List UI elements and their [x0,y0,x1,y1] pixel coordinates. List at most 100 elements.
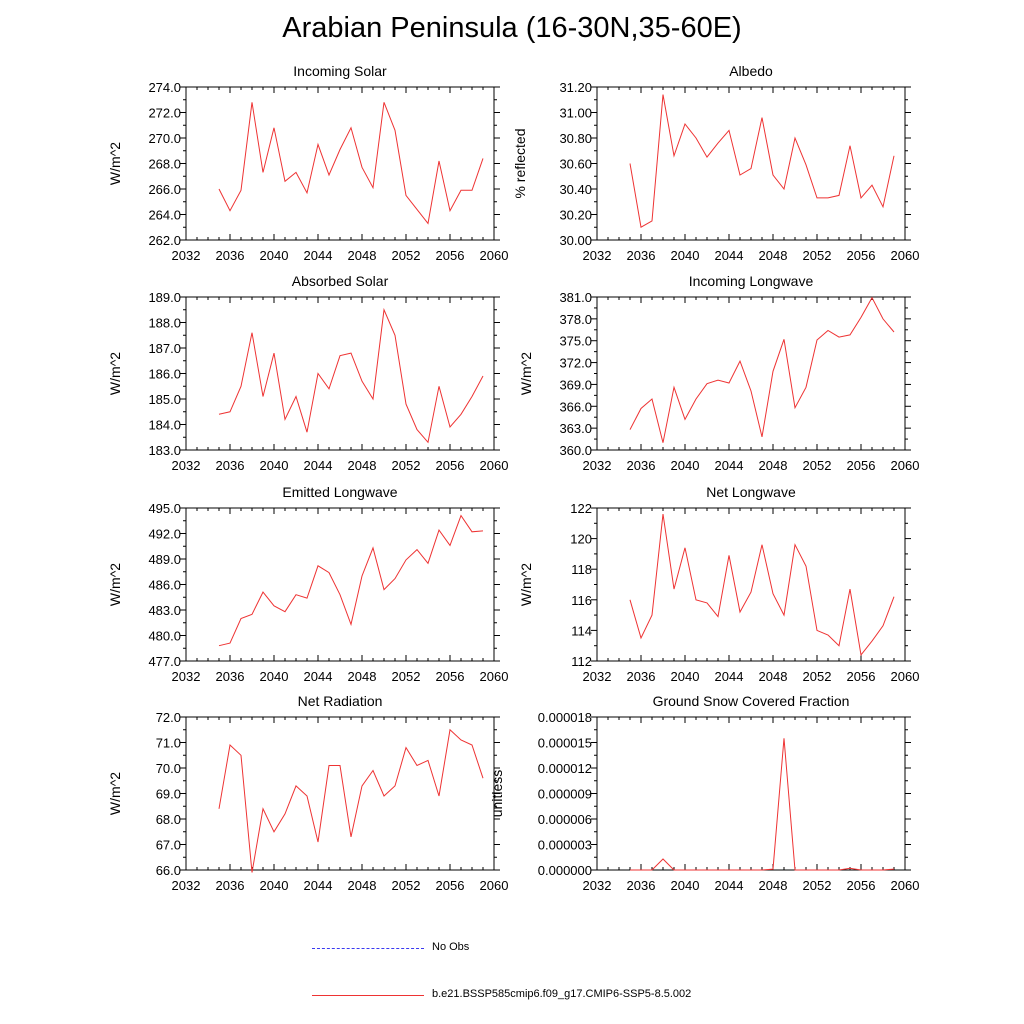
x-tick-label: 2044 [715,458,744,473]
y-tick-label: 489.0 [148,552,181,567]
chart-panel-4: 2032 2036 2040 2044 2048 2052 2056 2060 360.0 363… [518,273,919,473]
x-tick-label: 2032 [172,458,201,473]
y-tick-label: 477.0 [148,654,181,669]
x-tick-label: 2052 [803,248,832,263]
x-tick-label: 2044 [715,669,744,684]
x-tick-label: 2048 [348,669,377,684]
chart-panel-8: 2032 2036 2040 2044 2048 2052 2056 2060 0.000000… [489,693,919,893]
y-tick-label: 186.0 [148,367,181,382]
x-tick-label: 2048 [759,248,788,263]
y-axis-label: W/m^2 [107,563,123,606]
x-tick-label: 2032 [583,878,612,893]
series-line [629,94,895,228]
chart-panel-7: 2032 2036 2040 2044 2048 2052 2056 2060 66.0 67.0… [107,693,508,893]
x-tick-label: 2060 [891,248,920,263]
legend-label-model: b.e21.BSSP585cmip6.f09_g17.CMIP6-SSP5-8.… [432,988,692,1000]
x-tick-label: 2060 [480,248,509,263]
panel-title: Incoming Solar [293,63,387,79]
x-tick-label: 2040 [671,878,700,893]
y-tick-label: 67.0 [156,838,181,853]
x-tick-label: 2044 [304,458,333,473]
y-axis-label: W/m^2 [107,772,123,815]
x-tick-label: 2048 [759,458,788,473]
legend-label-obs: No Obs [432,941,470,953]
y-tick-label: 0.000018 [538,710,592,725]
y-tick-label: 189.0 [148,290,181,305]
y-tick-label: 363.0 [559,421,592,436]
y-tick-label: 0.000006 [538,812,592,827]
y-tick-label: 372.0 [559,356,592,371]
y-tick-label: 30.80 [559,131,592,146]
figure-title: Arabian Peninsula (16-30N,35-60E) [282,12,742,44]
y-tick-label: 492.0 [148,527,181,542]
x-tick-label: 2036 [216,248,245,263]
x-tick-label: 2044 [304,669,333,684]
y-tick-label: 0.000012 [538,761,592,776]
y-axis-label: % reflected [512,128,528,198]
series-line [218,514,484,647]
chart-panel-3: 2032 2036 2040 2044 2048 2052 2056 2060 183.0 184… [107,273,508,473]
y-tick-label: 268.0 [148,157,181,172]
panel-title: Albedo [729,63,773,79]
y-tick-label: 31.00 [559,106,592,121]
x-tick-label: 2036 [627,878,656,893]
x-tick-label: 2032 [172,878,201,893]
plot-frame [596,296,906,451]
series-line [630,738,895,871]
x-tick-label: 2060 [891,878,920,893]
x-tick-label: 2032 [583,458,612,473]
x-tick-label: 2048 [759,878,788,893]
x-tick-label: 2056 [847,458,876,473]
x-tick-label: 2056 [436,458,465,473]
y-tick-label: 30.40 [559,182,592,197]
series-line [218,728,484,873]
y-tick-label: 187.0 [148,341,181,356]
series-line [218,307,484,444]
y-tick-label: 30.00 [559,233,592,248]
x-tick-label: 2052 [392,458,421,473]
y-tick-label: 112 [571,654,592,669]
y-tick-label: 30.20 [559,208,592,223]
y-axis-label: W/m^2 [107,352,123,395]
y-tick-label: 0.000009 [538,787,592,802]
chart-panel-2: 2032 2036 2040 2044 2048 2052 2056 2060 30.00 30.… [512,63,919,263]
x-tick-label: 2060 [891,458,920,473]
y-tick-label: 366.0 [559,399,592,414]
y-tick-label: 71.0 [156,736,181,751]
x-tick-label: 2036 [627,458,656,473]
y-tick-label: 30.60 [559,157,592,172]
y-tick-label: 483.0 [148,603,181,618]
panel-title: Net Longwave [706,484,796,500]
chart-panel-6: 2032 2036 2040 2044 2048 2052 2056 2060 112 114 11… [518,484,919,684]
series-line [218,102,484,225]
x-tick-label: 2040 [260,669,289,684]
y-axis-label: W/m^2 [518,352,534,395]
x-tick-label: 2036 [627,669,656,684]
x-tick-label: 2044 [304,878,333,893]
y-tick-label: 486.0 [148,578,181,593]
x-tick-label: 2060 [480,458,509,473]
x-tick-label: 2040 [671,248,700,263]
plot-frame [596,86,906,241]
legend-line-model [312,995,424,996]
x-tick-label: 2052 [392,248,421,263]
x-tick-label: 2060 [891,669,920,684]
plot-frame [185,716,495,871]
y-tick-label: 185.0 [148,392,181,407]
x-tick-label: 2032 [583,248,612,263]
y-tick-label: 381.0 [559,290,592,305]
x-tick-label: 2036 [627,248,656,263]
plot-frame [596,716,906,871]
x-tick-label: 2036 [216,878,245,893]
y-tick-label: 114 [571,623,592,638]
series-line [629,514,895,657]
y-tick-label: 378.0 [559,312,592,327]
x-tick-label: 2032 [583,669,612,684]
x-tick-label: 2056 [847,248,876,263]
x-tick-label: 2040 [260,878,289,893]
x-tick-label: 2036 [216,458,245,473]
x-tick-label: 2048 [348,878,377,893]
y-tick-label: 266.0 [148,182,181,197]
y-tick-label: 31.20 [559,80,592,95]
series-line [629,296,895,443]
